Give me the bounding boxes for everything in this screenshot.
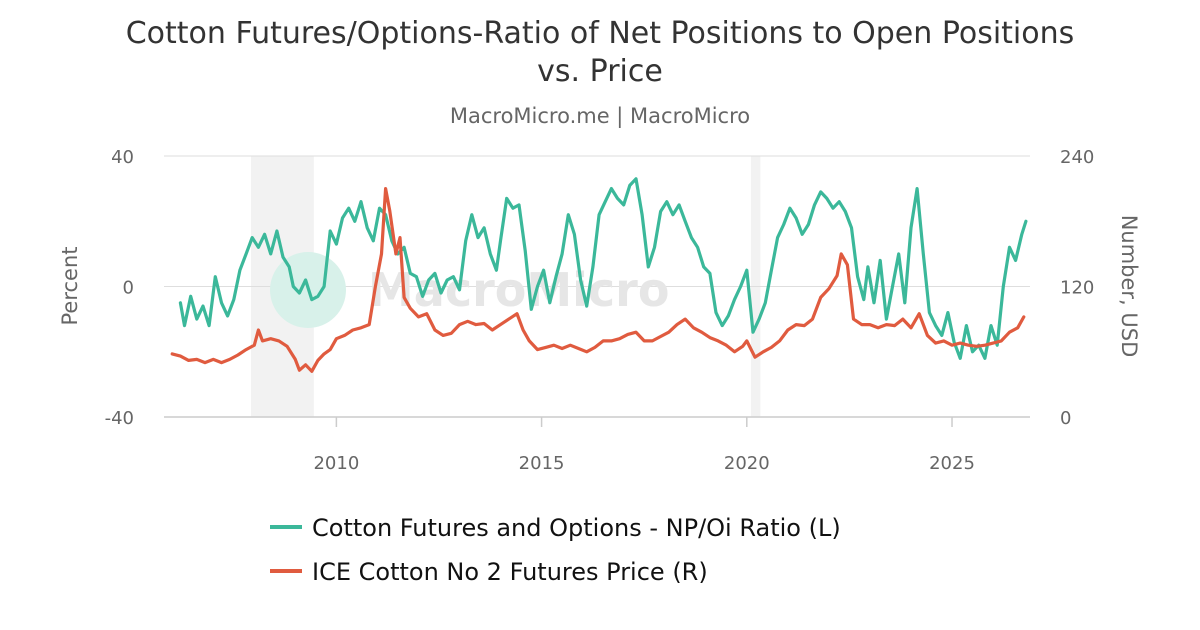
left-tick-label-0: -40 xyxy=(105,408,134,429)
series-line-1[interactable] xyxy=(170,187,1026,373)
legend-label-np-oi-ratio: Cotton Futures and Options - NP/Oi Ratio… xyxy=(312,514,841,542)
chart-subtitle: MacroMicro.me | MacroMicro xyxy=(450,104,750,129)
series-line-0[interactable] xyxy=(178,177,1028,360)
axes: -40 0 40 0 120 240 2010 2015 2020 2025 xyxy=(105,147,1095,474)
left-tick-label-2: 40 xyxy=(111,147,134,168)
right-tick-label-2: 240 xyxy=(1060,147,1094,168)
chart-title-line1: Cotton Futures/Options-Ratio of Net Posi… xyxy=(126,16,1075,51)
chart-title-line2: vs. Price xyxy=(537,54,663,89)
legend-item-np-oi-ratio[interactable]: Cotton Futures and Options - NP/Oi Ratio… xyxy=(270,514,841,542)
legend-item-cotton-price[interactable]: ICE Cotton No 2 Futures Price (R) xyxy=(270,558,708,586)
legend[interactable]: Cotton Futures and Options - NP/Oi Ratio… xyxy=(270,514,841,586)
x-tick-label-1: 2015 xyxy=(519,453,565,474)
right-tick-label-1: 120 xyxy=(1060,278,1094,299)
watermark: MacroMicro xyxy=(270,252,669,328)
right-axis-title: Number, USD xyxy=(1117,215,1141,358)
left-axis-title: Percent xyxy=(58,246,82,325)
legend-label-cotton-price: ICE Cotton No 2 Futures Price (R) xyxy=(312,558,708,586)
right-tick-label-0: 0 xyxy=(1060,408,1071,429)
x-tick-label-3: 2025 xyxy=(929,453,975,474)
x-tick-label-2: 2020 xyxy=(724,453,770,474)
x-tick-label-0: 2010 xyxy=(313,453,359,474)
watermark-text: MacroMicro xyxy=(368,263,669,317)
series-lines xyxy=(170,177,1028,373)
left-tick-label-1: 0 xyxy=(123,278,134,299)
